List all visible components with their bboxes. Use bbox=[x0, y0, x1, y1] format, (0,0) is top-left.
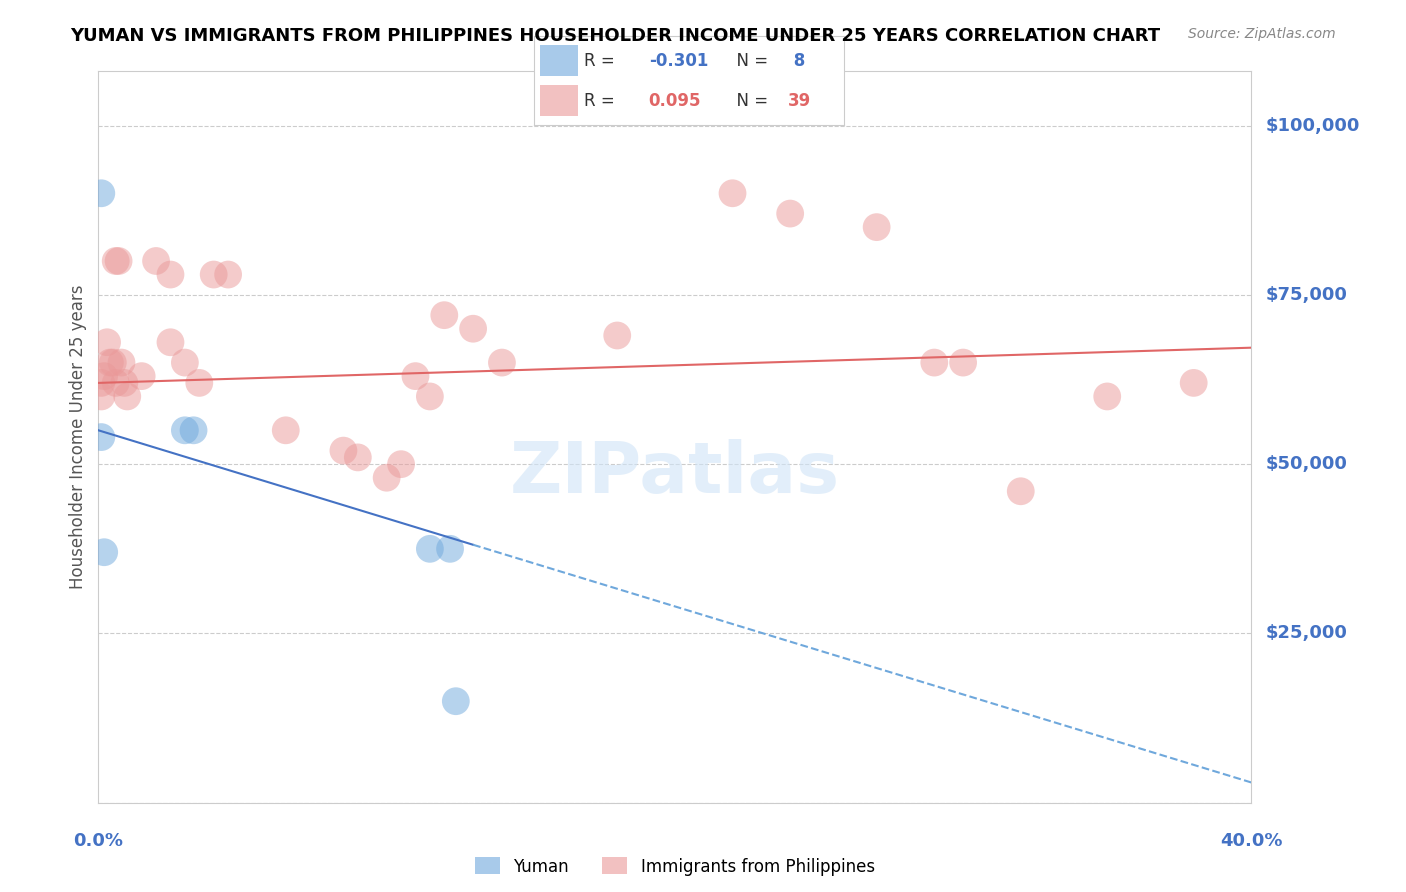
Point bbox=[188, 376, 211, 390]
Point bbox=[131, 369, 153, 384]
Point bbox=[104, 376, 127, 390]
Point bbox=[439, 541, 461, 556]
Point bbox=[389, 457, 412, 471]
Point bbox=[375, 471, 398, 485]
Text: 0.095: 0.095 bbox=[648, 92, 702, 110]
Text: R =: R = bbox=[583, 52, 620, 70]
Text: $100,000: $100,000 bbox=[1265, 117, 1360, 135]
Point bbox=[96, 335, 118, 350]
Point bbox=[93, 545, 115, 559]
Point bbox=[721, 186, 744, 201]
Bar bbox=[540, 85, 578, 116]
Point bbox=[405, 369, 427, 384]
Point bbox=[159, 335, 181, 350]
Point bbox=[159, 268, 181, 282]
Text: N =: N = bbox=[725, 92, 773, 110]
Point bbox=[346, 450, 368, 465]
Point bbox=[90, 186, 112, 201]
Point bbox=[952, 355, 974, 369]
Text: 39: 39 bbox=[787, 92, 811, 110]
Point bbox=[1010, 484, 1032, 499]
Point bbox=[101, 355, 124, 369]
Point bbox=[866, 220, 889, 235]
Point bbox=[491, 355, 513, 369]
Point bbox=[606, 328, 628, 343]
Text: Source: ZipAtlas.com: Source: ZipAtlas.com bbox=[1188, 27, 1336, 41]
Point bbox=[202, 268, 225, 282]
Point bbox=[107, 254, 129, 268]
Point bbox=[217, 268, 239, 282]
Point bbox=[274, 423, 297, 437]
Point bbox=[90, 430, 112, 444]
Point bbox=[90, 376, 112, 390]
Point bbox=[332, 443, 354, 458]
Bar bbox=[540, 45, 578, 76]
Text: ZIPatlas: ZIPatlas bbox=[510, 439, 839, 508]
Text: -0.301: -0.301 bbox=[648, 52, 709, 70]
Y-axis label: Householder Income Under 25 years: Householder Income Under 25 years bbox=[69, 285, 87, 590]
Point bbox=[112, 376, 135, 390]
Legend: Yuman, Immigrants from Philippines: Yuman, Immigrants from Philippines bbox=[468, 851, 882, 882]
Point bbox=[174, 423, 197, 437]
Text: $75,000: $75,000 bbox=[1265, 285, 1347, 304]
Point bbox=[93, 369, 115, 384]
Point bbox=[922, 355, 945, 369]
Text: $25,000: $25,000 bbox=[1265, 624, 1347, 642]
Text: $50,000: $50,000 bbox=[1265, 455, 1347, 473]
Point bbox=[183, 423, 205, 437]
Point bbox=[419, 541, 441, 556]
Point bbox=[779, 206, 801, 220]
Point bbox=[1097, 389, 1119, 403]
Text: YUMAN VS IMMIGRANTS FROM PHILIPPINES HOUSEHOLDER INCOME UNDER 25 YEARS CORRELATI: YUMAN VS IMMIGRANTS FROM PHILIPPINES HOU… bbox=[70, 27, 1160, 45]
Text: N =: N = bbox=[725, 52, 773, 70]
Point bbox=[98, 355, 121, 369]
Point bbox=[174, 355, 197, 369]
Point bbox=[90, 389, 112, 403]
Point bbox=[1182, 376, 1205, 390]
Text: 40.0%: 40.0% bbox=[1220, 832, 1282, 850]
Point bbox=[145, 254, 167, 268]
Point bbox=[117, 389, 138, 403]
Point bbox=[419, 389, 441, 403]
Text: 0.0%: 0.0% bbox=[73, 832, 124, 850]
Point bbox=[110, 355, 132, 369]
Point bbox=[461, 322, 484, 336]
Point bbox=[444, 694, 467, 708]
Text: 8: 8 bbox=[787, 52, 806, 70]
Text: R =: R = bbox=[583, 92, 620, 110]
Point bbox=[433, 308, 456, 322]
Point bbox=[104, 254, 127, 268]
